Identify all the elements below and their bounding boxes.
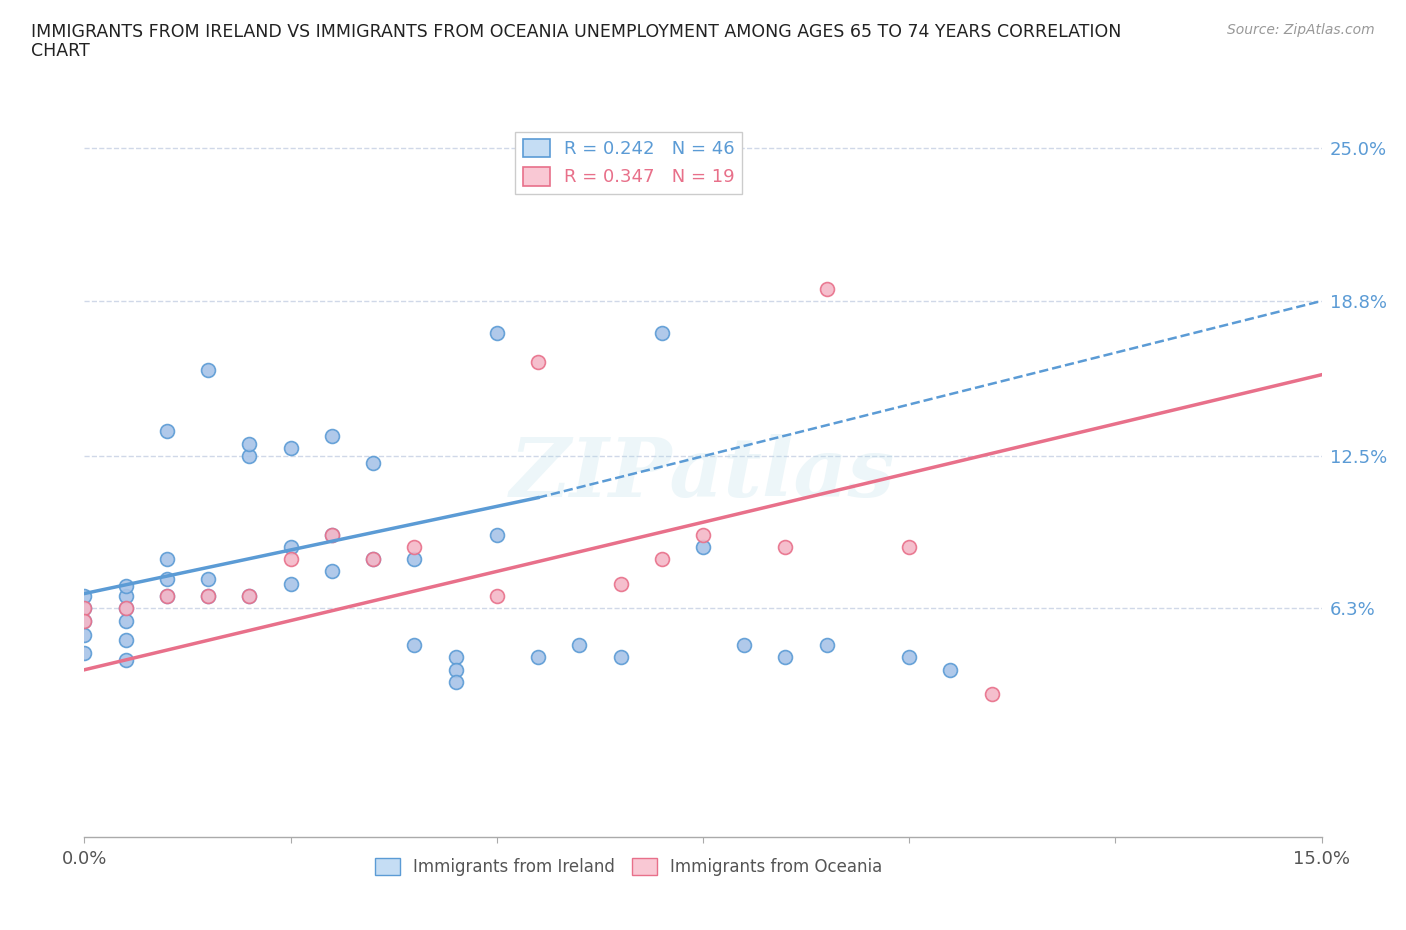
Point bbox=[321, 527, 343, 542]
Point bbox=[609, 577, 631, 591]
Point bbox=[485, 326, 508, 340]
Point bbox=[980, 687, 1002, 702]
Point bbox=[238, 448, 260, 463]
Point bbox=[527, 355, 550, 370]
Point bbox=[73, 613, 96, 628]
Point bbox=[321, 429, 343, 444]
Point bbox=[238, 436, 260, 451]
Point bbox=[73, 613, 96, 628]
Text: ZIPatlas: ZIPatlas bbox=[510, 434, 896, 514]
Point bbox=[114, 601, 136, 616]
Point bbox=[156, 589, 179, 604]
Point bbox=[898, 650, 921, 665]
Point bbox=[527, 650, 550, 665]
Point bbox=[156, 424, 179, 439]
Text: Source: ZipAtlas.com: Source: ZipAtlas.com bbox=[1227, 23, 1375, 37]
Point bbox=[568, 638, 591, 653]
Point bbox=[733, 638, 755, 653]
Point bbox=[444, 674, 467, 689]
Point bbox=[939, 662, 962, 677]
Point bbox=[114, 578, 136, 593]
Point bbox=[114, 653, 136, 668]
Point bbox=[404, 551, 426, 566]
Point bbox=[73, 601, 96, 616]
Point bbox=[238, 589, 260, 604]
Point bbox=[156, 571, 179, 586]
Point bbox=[156, 589, 179, 604]
Point bbox=[815, 281, 838, 296]
Point bbox=[775, 650, 797, 665]
Point bbox=[197, 363, 219, 378]
Point bbox=[197, 589, 219, 604]
Point bbox=[73, 601, 96, 616]
Point bbox=[692, 527, 714, 542]
Point bbox=[114, 632, 136, 647]
Point bbox=[361, 551, 384, 566]
Point bbox=[73, 628, 96, 643]
Point bbox=[361, 456, 384, 471]
Point bbox=[73, 589, 96, 604]
Point bbox=[114, 613, 136, 628]
Point bbox=[280, 577, 302, 591]
Point bbox=[321, 564, 343, 578]
Point bbox=[651, 551, 673, 566]
Point bbox=[651, 326, 673, 340]
Point bbox=[775, 539, 797, 554]
Point bbox=[156, 551, 179, 566]
Point bbox=[815, 638, 838, 653]
Point bbox=[404, 539, 426, 554]
Point bbox=[444, 662, 467, 677]
Point bbox=[280, 539, 302, 554]
Text: IMMIGRANTS FROM IRELAND VS IMMIGRANTS FROM OCEANIA UNEMPLOYMENT AMONG AGES 65 TO: IMMIGRANTS FROM IRELAND VS IMMIGRANTS FR… bbox=[31, 23, 1122, 41]
Point bbox=[404, 638, 426, 653]
Point bbox=[73, 645, 96, 660]
Point bbox=[114, 601, 136, 616]
Point bbox=[114, 589, 136, 604]
Point bbox=[609, 650, 631, 665]
Legend: Immigrants from Ireland, Immigrants from Oceania: Immigrants from Ireland, Immigrants from… bbox=[368, 852, 889, 883]
Point bbox=[197, 589, 219, 604]
Point bbox=[197, 571, 219, 586]
Point bbox=[898, 539, 921, 554]
Text: CHART: CHART bbox=[31, 42, 90, 60]
Point bbox=[238, 589, 260, 604]
Point bbox=[692, 539, 714, 554]
Point bbox=[361, 551, 384, 566]
Point bbox=[485, 527, 508, 542]
Point bbox=[485, 589, 508, 604]
Point bbox=[444, 650, 467, 665]
Point bbox=[280, 551, 302, 566]
Point bbox=[280, 441, 302, 456]
Point bbox=[321, 527, 343, 542]
